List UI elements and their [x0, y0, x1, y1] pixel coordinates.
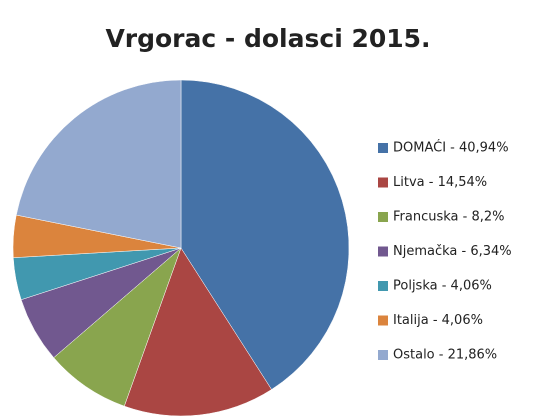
legend-swatch [378, 177, 388, 188]
pie-slice [180, 79, 350, 390]
legend-label: Litva - 14,54% [393, 175, 487, 190]
legend-swatch [378, 281, 388, 291]
legend-swatch [378, 350, 388, 360]
pie-slice [15, 79, 182, 249]
legend-swatch [378, 212, 388, 222]
legend-label: Francuska - 8,2% [393, 210, 505, 225]
legend-label: Njemačka - 6,34% [393, 244, 512, 259]
pie-slice [123, 247, 272, 416]
legend-swatch [378, 315, 388, 326]
legend-label: Poljska - 4,06% [393, 279, 492, 294]
legend-swatch [378, 143, 388, 153]
legend-label: Italija - 4,06% [393, 313, 483, 328]
pie-slice [53, 247, 182, 407]
legend-label: DOMAĆI - 40,94% [393, 140, 509, 156]
chart-title: Vrgorac - dolasci 2015. [105, 24, 430, 53]
legend-swatch [378, 246, 388, 257]
legend-label: Ostalo - 21,86% [393, 348, 497, 363]
